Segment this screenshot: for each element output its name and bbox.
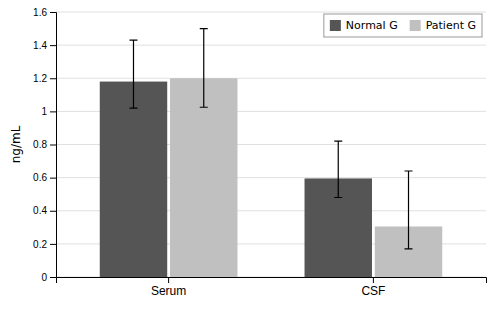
x-tick-mark xyxy=(168,277,169,283)
grid-line xyxy=(56,78,486,79)
y-tick-mark xyxy=(50,178,56,179)
y-tick-mark xyxy=(50,244,56,245)
series xyxy=(170,29,442,277)
grid-line xyxy=(56,45,486,46)
y-tick-label: 0.6 xyxy=(33,172,47,183)
y-tick-mark xyxy=(50,78,56,79)
legend: Normal G Patient G xyxy=(324,14,482,37)
x-axis: Serum CSF xyxy=(57,277,487,298)
y-tick-label: 0.4 xyxy=(33,205,47,216)
chart: 0 0.2 0.4 0.6 0.8 1 1.2 1.4 1.6 Serum CSF Normal G P… xyxy=(0,0,500,309)
y-tick-label: 1.2 xyxy=(33,73,47,84)
y-tick: 0 xyxy=(41,272,56,283)
legend-label: Normal G xyxy=(346,19,398,32)
y-axis-title: ng/mL xyxy=(9,125,23,163)
y-tick: 1.2 xyxy=(33,73,56,84)
y-tick: 0.8 xyxy=(33,139,56,150)
x-axis-line xyxy=(57,278,487,284)
y-tick-mark xyxy=(50,145,56,146)
y-axis: 0 0.2 0.4 0.6 0.8 1 1.2 1.4 1.6 xyxy=(33,7,56,283)
bar xyxy=(100,82,167,277)
y-tick-label: 1.6 xyxy=(33,7,47,18)
grid-line xyxy=(56,12,486,13)
y-tick: 0.6 xyxy=(33,172,56,183)
x-tick-label: CSF xyxy=(361,284,385,298)
y-tick-label: 0 xyxy=(41,272,47,283)
y-tick: 1.6 xyxy=(33,7,56,18)
bar xyxy=(170,78,237,277)
legend-swatch xyxy=(330,20,341,31)
plot: 0 0.2 0.4 0.6 0.8 1 1.2 1.4 1.6 Serum CSF Normal G P… xyxy=(33,7,486,298)
error-bar xyxy=(129,40,137,108)
x-tick-label: Serum xyxy=(151,284,186,298)
y-tick-mark xyxy=(50,111,56,112)
marks xyxy=(100,29,442,277)
y-tick-mark xyxy=(50,211,56,212)
error-bar xyxy=(405,171,413,249)
y-tick-mark xyxy=(50,12,56,13)
y-tick-label: 1 xyxy=(41,106,47,117)
error-bar xyxy=(200,29,208,108)
x-tick: Serum xyxy=(151,277,186,298)
grid xyxy=(56,12,486,277)
legend-swatch xyxy=(410,20,421,31)
y-tick: 0.2 xyxy=(33,239,56,250)
y-tick: 1.4 xyxy=(33,40,56,51)
x-tick: CSF xyxy=(361,277,385,298)
y-tick: 0.4 xyxy=(33,205,56,216)
series xyxy=(100,40,372,277)
y-tick-mark xyxy=(50,45,56,46)
error-bar xyxy=(334,141,342,197)
y-tick-label: 0.8 xyxy=(33,139,47,150)
y-tick-label: 0.2 xyxy=(33,239,47,250)
y-tick-label: 1.4 xyxy=(33,40,47,51)
y-tick: 1 xyxy=(41,106,56,117)
y-axis-line xyxy=(50,13,57,278)
legend-label: Patient G xyxy=(426,19,476,32)
x-tick-mark xyxy=(373,277,374,283)
y-tick-mark xyxy=(50,277,56,278)
legend-frame xyxy=(324,14,482,37)
